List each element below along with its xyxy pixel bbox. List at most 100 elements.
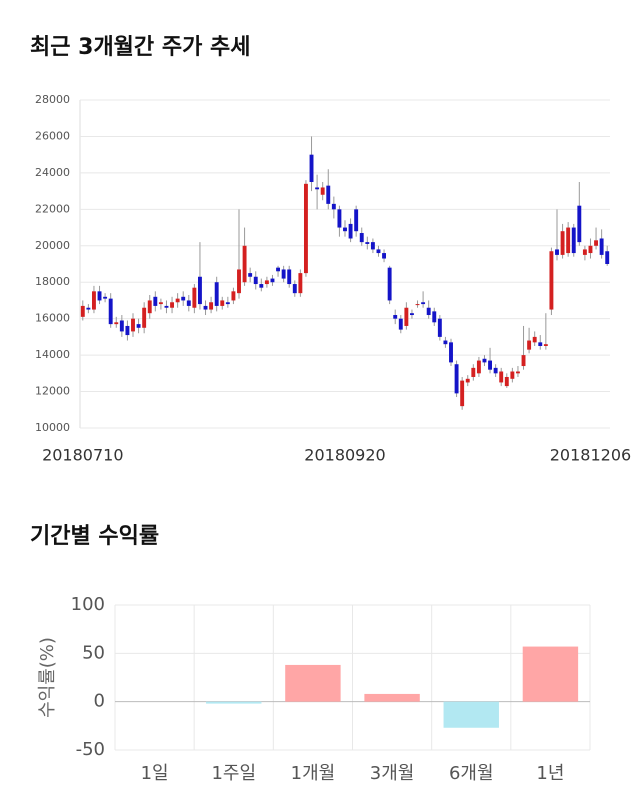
- candle-body: [131, 318, 135, 332]
- candle-body: [153, 296, 158, 306]
- y-tick-label: 100: [71, 594, 105, 615]
- candle-body: [493, 367, 498, 374]
- candle-body: [331, 203, 336, 210]
- candle-body: [225, 302, 230, 305]
- candle-body: [499, 371, 504, 383]
- bar: [285, 664, 341, 702]
- candle-body: [504, 376, 509, 387]
- candle-body: [437, 318, 442, 337]
- y-tick-label: 24000: [35, 166, 70, 179]
- candle-body: [220, 300, 225, 306]
- candle-body: [320, 187, 325, 195]
- candle-body: [186, 300, 191, 306]
- candle-body: [181, 296, 186, 301]
- candle-body: [532, 336, 537, 343]
- y-axis-label: 수익률(%): [37, 637, 58, 718]
- candle-body: [142, 307, 147, 328]
- candle-body: [80, 305, 85, 317]
- candle-body: [538, 342, 543, 346]
- candle-body: [488, 360, 493, 370]
- candle-body: [237, 269, 241, 294]
- candle-body: [270, 278, 275, 283]
- candle-body: [543, 344, 548, 346]
- candle-body: [147, 300, 152, 314]
- candle-body: [370, 242, 375, 250]
- candle-body: [594, 240, 599, 246]
- candle-body: [248, 273, 253, 277]
- x-tick-label: 3개월: [370, 763, 415, 784]
- candle-body: [164, 305, 169, 308]
- candle-body: [114, 322, 119, 325]
- candle-body: [253, 276, 258, 285]
- bar: [206, 701, 262, 704]
- candle-body: [588, 245, 593, 254]
- candle-body: [404, 307, 409, 326]
- candle-body: [292, 284, 297, 294]
- y-tick-label: 18000: [35, 275, 70, 288]
- candle-body: [560, 231, 565, 255]
- candle-body: [343, 227, 347, 232]
- candle-body: [409, 313, 414, 316]
- y-tick-label: 16000: [35, 312, 70, 325]
- candle-body: [337, 209, 342, 228]
- candle-body: [365, 242, 370, 244]
- y-tick-label: 22000: [35, 202, 70, 215]
- candle-body: [521, 355, 526, 367]
- y-tick-label: 14000: [35, 348, 70, 361]
- candle-body: [460, 380, 465, 407]
- candle-body: [359, 233, 364, 243]
- candle-body: [515, 371, 520, 374]
- candle-body: [482, 358, 487, 363]
- chart-title: 기간별 수익률: [30, 524, 159, 549]
- candle-body: [549, 251, 554, 310]
- x-tick-label: 1일: [141, 763, 169, 784]
- candle-body: [86, 307, 91, 310]
- candle-body: [103, 296, 108, 299]
- bar: [443, 701, 499, 728]
- candle-body: [398, 318, 403, 330]
- candle-body: [97, 291, 102, 301]
- candle-body: [214, 282, 219, 306]
- candle-body: [264, 280, 269, 285]
- bar: [522, 646, 579, 702]
- candle-body: [510, 371, 515, 379]
- candle-body: [555, 249, 559, 255]
- candle-body: [303, 183, 308, 274]
- candle-body: [393, 315, 398, 319]
- y-tick-label: 50: [82, 642, 105, 663]
- candle-body: [209, 302, 214, 310]
- candle-body: [443, 340, 448, 345]
- x-tick-label: 1주일: [211, 763, 256, 784]
- candle-body: [119, 320, 124, 332]
- candle-body: [326, 185, 331, 204]
- x-tick-label: 20180920: [304, 446, 385, 465]
- candle-body: [170, 302, 175, 308]
- candle-body: [582, 249, 587, 255]
- candle-body: [577, 205, 582, 243]
- candle-body: [259, 284, 264, 288]
- candle-body: [571, 227, 576, 254]
- y-tick-label: 10000: [35, 421, 70, 434]
- candle-body: [449, 342, 453, 363]
- candle-body: [421, 302, 426, 305]
- candle-body: [566, 227, 571, 254]
- candle-body: [454, 364, 459, 394]
- candle-body: [242, 245, 247, 283]
- candle-body: [376, 249, 381, 254]
- candle-body: [287, 269, 292, 285]
- candle-body: [108, 298, 113, 325]
- candle-body: [158, 302, 163, 305]
- candle-body: [432, 311, 437, 323]
- y-tick-label: 20000: [35, 239, 70, 252]
- candle-body: [136, 324, 141, 328]
- candle-body: [471, 367, 476, 377]
- candle-body: [231, 291, 236, 301]
- chart-title: 최근 3개월간 주가 추세: [30, 35, 250, 60]
- candle-body: [309, 154, 314, 182]
- candle-body: [125, 325, 130, 336]
- candle-body: [315, 187, 320, 190]
- candle-body: [426, 307, 431, 316]
- candle-body: [415, 304, 420, 306]
- candle-body: [382, 253, 387, 259]
